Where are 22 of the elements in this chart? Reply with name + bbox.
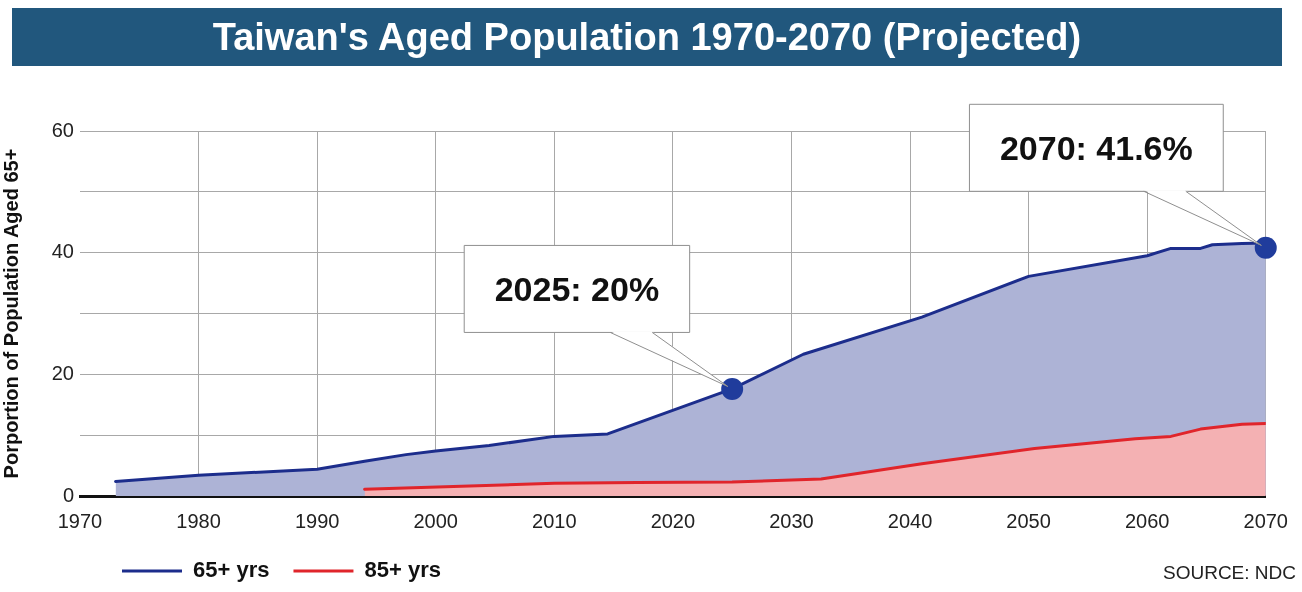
legend-label: 85+ yrs [364, 557, 441, 583]
x-tick-label: 2030 [769, 509, 814, 532]
x-tick-label: 2040 [887, 509, 933, 532]
x-tick-label: 1990 [294, 509, 340, 532]
y-tick-label: 20 [51, 361, 74, 384]
x-tick-label: 2020 [650, 509, 696, 532]
annotation: 2070: 41.6% [999, 128, 1193, 167]
y-axis-title: Porportion of Population Aged 65+ [0, 148, 22, 479]
y-tick-label: 0 [62, 483, 74, 506]
annotation: 2025: 20% [494, 269, 660, 308]
legend-label: 65+ yrs [193, 557, 270, 583]
chart-title: Taiwan's Aged Population 1970-2070 (Projected) [12, 8, 1282, 66]
x-tick-label: 1980 [176, 509, 221, 532]
x-tick-label: 2000 [413, 509, 458, 532]
x-tick-label: 2060 [1124, 509, 1170, 532]
x-tick-label: 2050 [1006, 509, 1051, 532]
y-tick-label: 60 [51, 118, 74, 141]
x-tick-label: 2070 [1243, 509, 1288, 532]
source-note: SOURCE: NDC [1162, 562, 1296, 583]
x-tick-label: 2010 [532, 509, 577, 532]
y-tick-label: 40 [51, 240, 74, 263]
x-tick-label: 1970 [57, 509, 103, 532]
